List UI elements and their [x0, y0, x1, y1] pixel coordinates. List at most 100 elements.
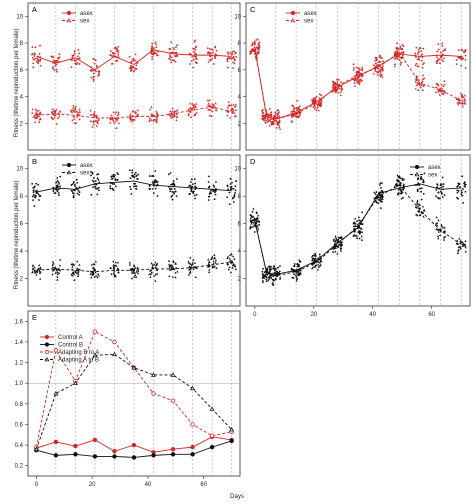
replicate-point: [251, 225, 254, 228]
replicate-point: [374, 67, 377, 70]
replicate-point: [336, 82, 339, 85]
replicate-point: [211, 48, 213, 51]
replicate-point: [379, 70, 382, 73]
replicate-point: [379, 72, 382, 75]
legend-marker: [44, 356, 50, 362]
legend: asex sex: [286, 10, 317, 25]
replicate-point: [72, 196, 75, 199]
replicate-point: [190, 188, 193, 191]
replicate-point: [423, 76, 426, 80]
replicate-point: [456, 249, 460, 252]
replicate-point: [443, 79, 446, 82]
panel-letter: A: [32, 5, 37, 14]
replicate-point: [57, 192, 60, 194]
replicate-point: [253, 231, 256, 233]
replicate-point: [208, 270, 211, 274]
replicate-point: [117, 49, 120, 52]
replicate-point: [114, 46, 117, 49]
replicate-point: [261, 270, 264, 273]
replicate-point: [156, 54, 159, 57]
replicate-point: [76, 274, 80, 277]
replicate-point: [439, 88, 442, 91]
replicate-point: [252, 207, 255, 210]
replicate-point: [33, 185, 36, 188]
replicate-point: [269, 270, 271, 273]
replicate-point: [189, 115, 193, 118]
replicate-point: [354, 224, 357, 227]
data-point: [190, 422, 195, 427]
replicate-point: [93, 110, 96, 113]
replicate-point: [463, 97, 466, 100]
replicate-point: [253, 45, 256, 49]
replicate-point: [335, 84, 338, 87]
data-point: [170, 398, 176, 403]
replicate-point: [399, 45, 402, 48]
replicate-point: [73, 52, 76, 55]
replicate-point: [150, 262, 153, 265]
replicate-point: [332, 247, 335, 250]
replicate-point: [133, 118, 136, 121]
replicate-point: [117, 53, 120, 56]
replicate-point: [464, 67, 467, 69]
replicate-point: [117, 51, 120, 54]
replicate-point: [421, 78, 424, 81]
replicate-point: [152, 47, 155, 50]
replicate-point: [169, 55, 172, 58]
replicate-point: [109, 187, 112, 190]
replicate-point: [207, 181, 210, 183]
replicate-point: [231, 196, 234, 199]
replicate-point: [112, 52, 115, 54]
replicate-point: [168, 57, 171, 60]
replicate-point: [270, 115, 273, 118]
replicate-point: [137, 113, 140, 116]
replicate-point: [314, 259, 317, 262]
replicate-point: [134, 273, 137, 277]
replicate-point: [253, 40, 256, 43]
replicate-point: [434, 222, 438, 225]
replicate-point: [192, 58, 195, 61]
replicate-point: [169, 172, 172, 174]
replicate-point: [174, 60, 177, 63]
replicate-point: [206, 47, 209, 50]
replicate-point: [207, 102, 210, 105]
replicate-point: [375, 200, 378, 203]
replicate-point: [72, 106, 75, 109]
data-point: [53, 439, 59, 445]
replicate-point: [258, 221, 261, 224]
replicate-point: [401, 190, 404, 194]
replicate-point: [295, 275, 298, 278]
replicate-point: [96, 187, 99, 190]
replicate-point: [456, 251, 460, 254]
replicate-point: [194, 39, 197, 42]
replicate-point: [134, 112, 137, 115]
replicate-point: [171, 110, 175, 113]
replicate-point: [96, 122, 100, 125]
replicate-point: [153, 180, 156, 182]
replicate-point: [194, 105, 197, 108]
replicate-point: [31, 264, 34, 267]
replicate-point: [441, 176, 444, 179]
replicate-point: [232, 61, 234, 64]
replicate-point: [232, 67, 235, 69]
replicate-point: [135, 188, 138, 190]
replicate-point: [443, 194, 446, 197]
replicate-point: [262, 267, 264, 270]
replicate-point: [39, 117, 42, 120]
replicate-point: [131, 171, 133, 174]
replicate-point: [354, 77, 357, 80]
replicate-point: [211, 102, 214, 105]
replicate-point: [171, 191, 174, 193]
replicate-point: [112, 260, 115, 263]
replicate-point: [294, 274, 297, 277]
replicate-point: [55, 188, 58, 191]
replicate-point: [440, 83, 443, 86]
replicate-point: [130, 64, 132, 67]
replicate-point: [359, 219, 362, 222]
replicate-point: [78, 113, 81, 116]
replicate-point: [154, 279, 157, 282]
replicate-point: [457, 245, 460, 248]
replicate-point: [188, 52, 191, 55]
replicate-point: [320, 103, 323, 107]
replicate-point: [92, 267, 96, 270]
replicate-point: [456, 191, 459, 194]
